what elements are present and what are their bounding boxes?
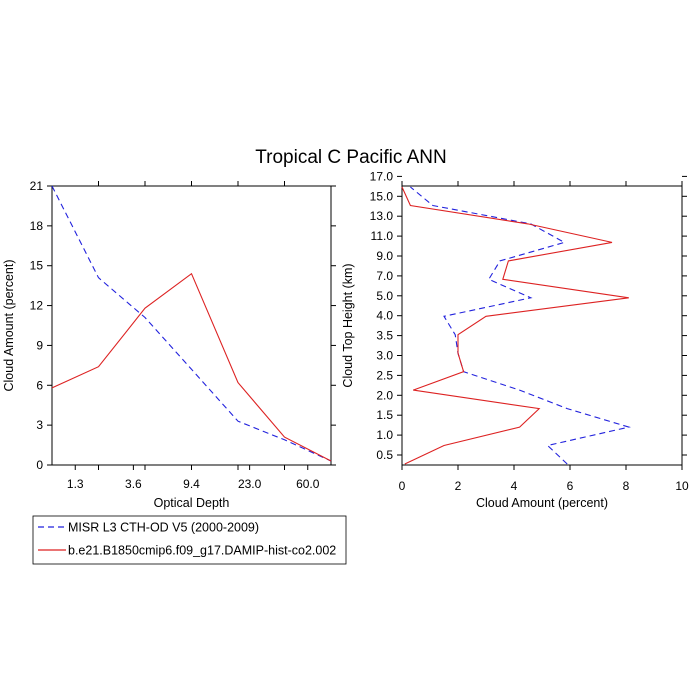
right-y-tick-label: 0.5 (376, 448, 393, 462)
left-panel: 0 3 6 9 12 15 18 21 1.3 3.6 9.4 23.0 60.0 Optical De… (2, 179, 336, 510)
right-y-tick-label: 1.5 (376, 408, 393, 422)
left-x-tick-label: 3.6 (125, 477, 142, 491)
left-plot-frame (51, 185, 332, 466)
right-y-tick-label: 9.0 (376, 249, 393, 263)
left-x-tick-label: 1.3 (67, 477, 84, 491)
left-y-tick-label: 15 (30, 259, 44, 273)
right-y-tick-label: 5.0 (376, 289, 393, 303)
right-y-tick-label: 2.5 (376, 368, 393, 382)
left-y-tick-label: 18 (30, 219, 44, 233)
right-y-tick-label: 17.0 (370, 169, 394, 183)
right-y-axis-label: Cloud Top Height (km) (341, 263, 355, 387)
right-y-tick-label: 3.0 (376, 349, 393, 363)
legend-frame (32, 515, 347, 565)
right-x-tick-label: 10 (675, 479, 689, 493)
left-y-tick-label: 21 (30, 179, 44, 193)
legend-entry-model: b.e21.B1850cmip6.f09_g17.DAMIP-hist-co2.… (68, 544, 336, 558)
left-y-tick-label: 6 (36, 378, 43, 392)
right-y-tick-label: 2.0 (376, 388, 393, 402)
left-series-model-line (51, 272, 332, 462)
left-x-axis-label: Optical Depth (154, 496, 230, 510)
right-y-tick-label: 11.0 (371, 229, 394, 243)
right-y-tick-label: 1.0 (376, 428, 393, 442)
left-x-tick-label: 23.0 (238, 477, 262, 491)
left-y-axis-label: Cloud Amount (percent) (2, 259, 16, 391)
left-y-tick-label: 3 (36, 418, 43, 432)
right-x-tick-label: 6 (567, 479, 574, 493)
right-y-tick-label: 3.5 (376, 329, 393, 343)
chart-title: Tropical C Pacific ANN (255, 147, 446, 168)
right-y-tick-label: 7.0 (376, 269, 393, 283)
right-y-tick-label: 15.0 (370, 189, 394, 203)
right-x-axis-label: Cloud Amount (percent) (476, 496, 608, 510)
left-y-tick-label: 9 (36, 338, 43, 352)
left-y-tick-label: 0 (36, 458, 43, 472)
left-x-tick-label: 60.0 (296, 477, 320, 491)
right-panel: 0 2 4 6 8 10 0.5 1.0 1.5 2.0 2.5 3.0 3.5 4.0 5.0 7.0 9.0… (341, 169, 689, 510)
right-series-model-line (401, 186, 629, 465)
left-x-tick-label: 9.4 (183, 477, 200, 491)
legend-entry-obs: MISR L3 CTH-OD V5 (2000-2009) (68, 521, 259, 535)
right-x-tick-label: 8 (623, 479, 630, 493)
right-y-tick-label: 13.0 (370, 209, 394, 223)
right-series-obs-line (410, 186, 631, 465)
right-y-tick-label: 4.0 (376, 309, 393, 323)
right-plot-frame (401, 185, 683, 466)
right-x-tick-label: 4 (511, 479, 518, 493)
right-x-tick-label: 2 (455, 479, 462, 493)
left-y-tick-label: 12 (30, 299, 44, 313)
left-series-obs-line (51, 185, 332, 462)
legend: MISR L3 CTH-OD V5 (2000-2009) b.e21.B185… (32, 515, 347, 565)
right-x-tick-label: 0 (399, 479, 406, 493)
